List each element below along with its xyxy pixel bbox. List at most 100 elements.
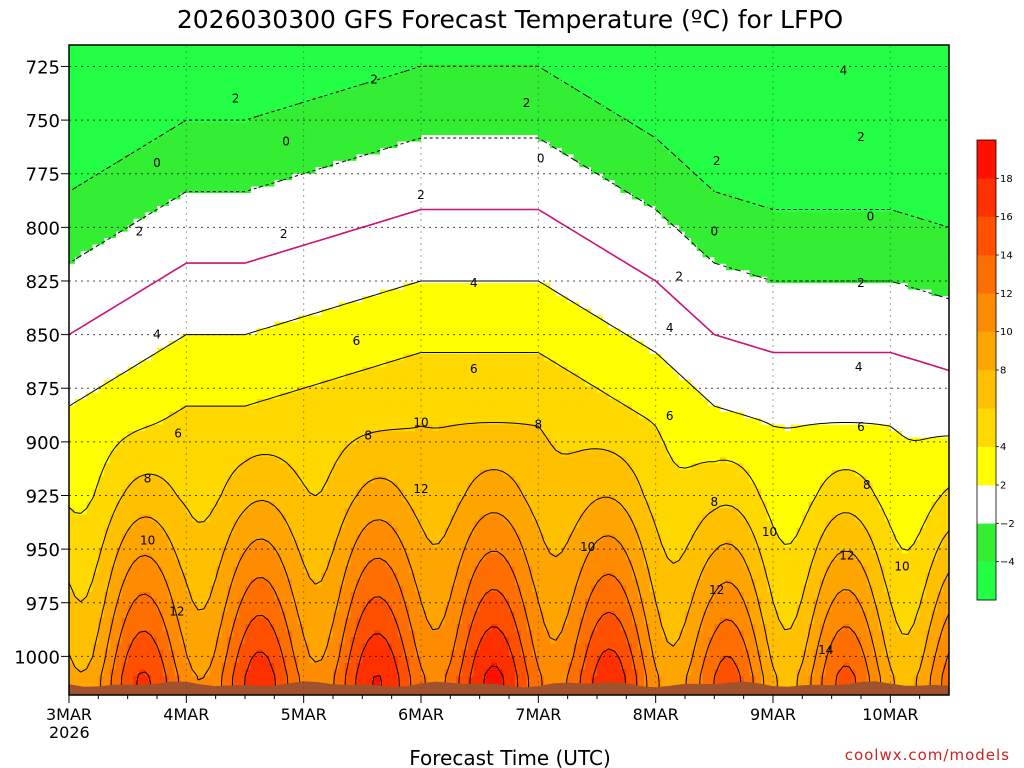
temp-cell bbox=[186, 218, 193, 226]
temp-cell bbox=[133, 495, 140, 503]
temp-cell bbox=[327, 45, 334, 53]
temp-cell bbox=[198, 102, 205, 110]
temp-cell bbox=[192, 244, 199, 252]
temp-cell bbox=[315, 128, 322, 136]
temp-cell bbox=[315, 321, 322, 329]
temp-cell bbox=[233, 289, 240, 297]
temp-cell bbox=[250, 662, 258, 670]
temp-cell bbox=[110, 559, 117, 567]
temp-cell bbox=[280, 579, 287, 587]
temp-cell bbox=[262, 611, 270, 619]
temp-cell bbox=[115, 115, 123, 123]
temp-cell bbox=[250, 572, 258, 580]
temp-cell bbox=[121, 444, 129, 452]
temp-cell bbox=[180, 308, 187, 316]
temp-cell bbox=[115, 186, 123, 194]
temp-cell bbox=[174, 501, 182, 509]
temp-cell bbox=[297, 379, 305, 387]
temp-cell bbox=[303, 501, 311, 509]
temp-cell bbox=[162, 167, 170, 175]
temp-cell bbox=[180, 592, 187, 600]
temp-cell bbox=[151, 604, 158, 612]
temp-cell bbox=[286, 431, 293, 439]
temp-cell bbox=[74, 96, 82, 104]
temp-cell bbox=[250, 244, 258, 252]
temp-cell bbox=[303, 289, 311, 297]
temp-cell bbox=[168, 398, 176, 406]
temp-cell bbox=[104, 154, 111, 162]
temp-cell bbox=[227, 437, 234, 445]
temp-cell bbox=[180, 514, 187, 522]
temp-cell bbox=[157, 109, 164, 117]
temp-cell bbox=[227, 186, 234, 194]
temp-cell bbox=[139, 675, 146, 683]
temp-cell bbox=[69, 662, 76, 670]
temp-cell bbox=[69, 501, 76, 509]
temp-cell bbox=[280, 495, 287, 503]
temp-cell bbox=[92, 559, 99, 567]
temp-cell bbox=[69, 205, 76, 213]
temp-cell bbox=[297, 199, 305, 207]
temp-cell bbox=[203, 51, 211, 59]
temp-cell bbox=[350, 51, 358, 59]
temp-cell bbox=[338, 437, 346, 445]
temp-cell bbox=[80, 250, 88, 258]
temp-cell bbox=[86, 238, 94, 246]
temp-cell bbox=[115, 57, 123, 65]
temp-cell bbox=[174, 360, 182, 368]
temp-cell bbox=[69, 366, 76, 374]
temp-cell bbox=[321, 70, 328, 78]
temp-cell bbox=[121, 669, 129, 677]
temp-cell bbox=[203, 353, 211, 361]
temp-cell bbox=[74, 250, 82, 258]
temp-cell bbox=[250, 604, 258, 612]
temp-cell bbox=[115, 514, 123, 522]
temp-cell bbox=[221, 51, 228, 59]
temp-cell bbox=[286, 437, 293, 445]
temp-cell bbox=[268, 424, 275, 432]
temp-cell bbox=[98, 231, 105, 239]
temp-cell bbox=[121, 341, 129, 349]
temp-cell bbox=[338, 643, 346, 651]
temp-cell bbox=[291, 501, 299, 509]
temp-cell bbox=[162, 57, 170, 65]
temp-cell bbox=[127, 77, 135, 85]
temp-cell bbox=[350, 263, 358, 271]
temp-cell bbox=[145, 444, 152, 452]
temp-cell bbox=[297, 437, 305, 445]
temp-cell bbox=[151, 559, 158, 567]
temp-cell bbox=[280, 193, 287, 201]
temp-cell bbox=[203, 418, 211, 426]
temp-cell bbox=[309, 501, 316, 509]
temp-cell bbox=[121, 70, 129, 78]
temp-cell bbox=[233, 585, 240, 593]
temp-cell bbox=[139, 579, 146, 587]
temp-cell bbox=[139, 463, 146, 471]
temp-cell bbox=[262, 649, 270, 657]
temp-cell bbox=[233, 334, 240, 342]
temp-cell bbox=[221, 398, 228, 406]
temp-cell bbox=[221, 186, 228, 194]
temp-cell bbox=[157, 173, 164, 181]
temp-cell bbox=[309, 212, 316, 220]
temp-cell bbox=[203, 637, 211, 645]
temp-cell bbox=[291, 662, 299, 670]
temp-cell bbox=[356, 308, 363, 316]
temp-cell bbox=[168, 559, 176, 567]
temp-cell bbox=[344, 334, 352, 342]
temp-cell bbox=[215, 45, 223, 53]
temp-cell bbox=[180, 186, 187, 194]
temp-cell bbox=[80, 347, 88, 355]
temp-cell bbox=[86, 566, 94, 574]
temp-cell bbox=[262, 643, 270, 651]
temp-cell bbox=[309, 321, 316, 329]
temp-cell bbox=[356, 102, 363, 110]
temp-cell bbox=[74, 186, 82, 194]
temp-cell bbox=[80, 508, 88, 516]
temp-cell bbox=[157, 398, 164, 406]
temp-cell bbox=[309, 147, 316, 156]
temp-cell bbox=[86, 283, 94, 291]
temp-cell bbox=[139, 476, 146, 484]
temp-cell bbox=[297, 495, 305, 503]
temp-cell bbox=[121, 373, 129, 381]
